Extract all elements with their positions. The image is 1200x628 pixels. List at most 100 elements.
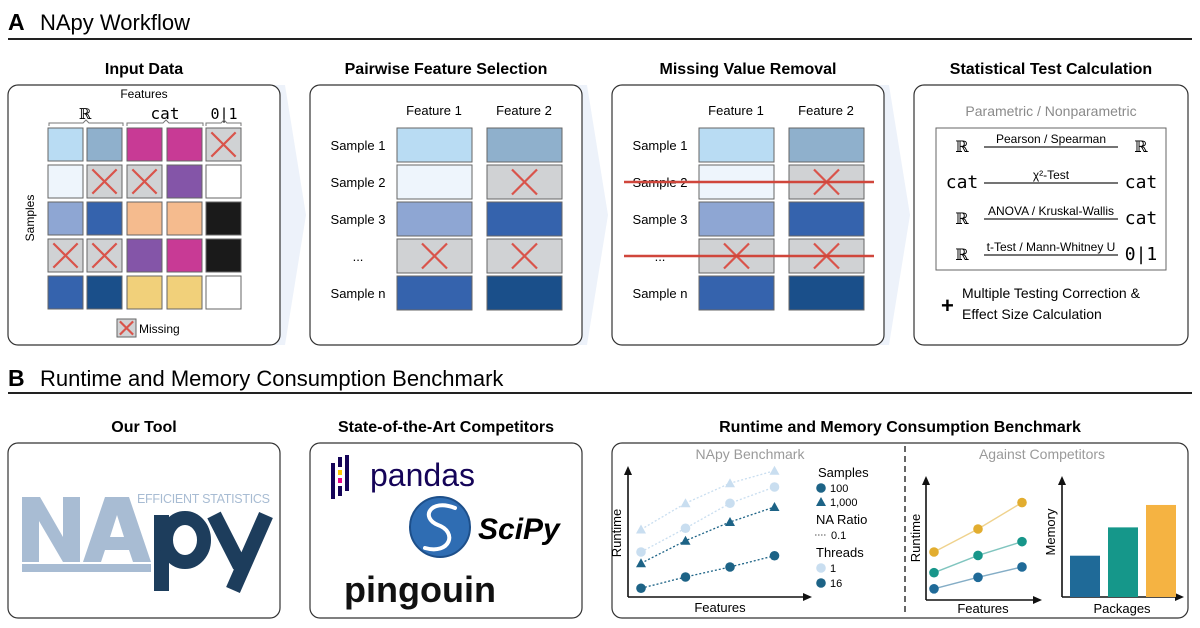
triangle-marker: [680, 535, 691, 545]
type-label-real: ℝ: [79, 105, 92, 123]
missing-x-icon: [119, 320, 134, 336]
data-cell: [396, 275, 473, 311]
section-a-rule: [8, 38, 1192, 40]
napy-benchmark-legend: Samples 100 1,000 NA Ratio 0.1 Threads 1 16: [815, 465, 869, 590]
series-line: [640, 506, 775, 564]
test-name: t-Test / Mann-Whitney U: [987, 240, 1116, 254]
x-axis-arrow-icon: [803, 593, 812, 601]
data-cell: [126, 201, 163, 236]
stat-test-title: Statistical Test Calculation: [950, 61, 1152, 78]
data-cell: [126, 238, 163, 273]
data-cell: [698, 127, 775, 163]
data-cell: [698, 201, 775, 237]
scipy-snake-icon: [423, 503, 457, 552]
data-cell: [166, 201, 203, 236]
x-axis-label: Features: [694, 600, 746, 615]
type-label-cat: cat: [151, 104, 180, 123]
circle-marker: [973, 572, 983, 583]
section-a-title: NApy Workflow: [40, 10, 190, 35]
data-cell: [47, 127, 84, 162]
pingouin-wordmark: pingouin: [344, 569, 496, 610]
bar: [1108, 527, 1138, 597]
circle-marker: [725, 562, 735, 572]
data-cell: [486, 275, 563, 311]
test-right-type: ℝ: [1134, 137, 1148, 156]
data-cell: [396, 127, 473, 163]
circle-marker: [1017, 536, 1027, 547]
missing-x-icon: [131, 168, 158, 195]
features-label: Features: [120, 87, 167, 101]
competitors-title: State-of-the-Art Competitors: [338, 419, 554, 436]
our-tool-title: Our Tool: [111, 419, 176, 436]
stat-test-panel: [913, 84, 1189, 346]
data-cell: [486, 127, 563, 163]
data-cell: [788, 275, 865, 311]
data-cell: [86, 127, 123, 162]
data-cell: [47, 275, 84, 310]
x-axis-label: Features: [957, 601, 1009, 616]
pandas-logo: pandas: [331, 455, 475, 499]
logo-tagline: EFFICIENT STATISTICS: [137, 492, 270, 506]
data-cell: [396, 164, 473, 200]
test-right-type: cat: [1125, 208, 1158, 229]
triangle-marker: [769, 465, 780, 475]
test-name: Pearson / Spearman: [996, 132, 1106, 146]
row-label: Sample 2: [331, 175, 386, 190]
feature-braces: [48, 119, 242, 126]
test-name: χ²-Test: [1033, 168, 1070, 182]
data-cell: [698, 275, 775, 311]
scipy-wordmark: SciPy: [478, 513, 561, 546]
y-axis-label: Runtime: [908, 514, 923, 562]
section-b-letter: B: [8, 365, 25, 391]
x-axis-label: Packages: [1093, 601, 1151, 616]
data-cell: [205, 201, 242, 236]
pairwise-grid: Feature 1 Feature 2 Sample 1 Sample 2 Sample…: [331, 103, 563, 311]
row-label: Sample 3: [331, 212, 386, 227]
missing-removal-title: Missing Value Removal: [660, 61, 837, 78]
scipy-logo: SciPy: [409, 496, 561, 558]
samples-label: Samples: [23, 195, 37, 242]
circle-marker: [929, 567, 939, 578]
test-right-type: 0|1: [1125, 244, 1158, 265]
circle-marker: [636, 547, 646, 557]
triangle-marker: [725, 517, 735, 526]
logo-py: [154, 511, 273, 594]
circle-marker: [680, 523, 691, 534]
pandas-icon: [331, 455, 349, 499]
x-axis-arrow-icon: [1033, 596, 1042, 604]
benchmark-panel: [611, 442, 1189, 619]
column-header: Feature 1: [708, 103, 764, 118]
y-axis-arrow-icon: [1058, 476, 1066, 485]
circle-marker: [769, 482, 780, 492]
test-name: ANOVA / Kruskal-Wallis: [988, 204, 1114, 218]
missing-x-icon: [91, 168, 118, 195]
data-cell: [205, 238, 242, 273]
data-cell: [205, 164, 242, 199]
triangle-marker: [636, 558, 646, 568]
benchmark-title: Runtime and Memory Consumption Benchmark: [719, 419, 1081, 436]
y-axis-label: Runtime: [609, 509, 624, 557]
section-a-letter: A: [8, 9, 25, 35]
series-line: [640, 470, 775, 531]
bar: [1146, 504, 1176, 597]
data-cell: [126, 127, 163, 162]
missing-x-icon: [511, 168, 538, 196]
pairwise-title: Pairwise Feature Selection: [345, 61, 548, 78]
circle-marker: [816, 578, 826, 588]
series-line: [640, 486, 775, 553]
legend-threads-16: 16: [830, 578, 842, 590]
triangle-marker: [725, 478, 735, 488]
test-right-type: cat: [1125, 172, 1158, 193]
row-label: Sample 1: [633, 138, 688, 153]
data-cell: [166, 127, 203, 162]
napy-benchmark-title: NApy Benchmark: [696, 446, 806, 462]
pandas-wordmark: pandas: [370, 457, 475, 493]
data-cell: [166, 275, 203, 310]
data-cell: [47, 164, 84, 199]
data-cell: [166, 238, 203, 273]
column-header: Feature 1: [406, 103, 462, 118]
circle-marker: [973, 524, 983, 534]
section-b-title: Runtime and Memory Consumption Benchmark: [40, 366, 504, 391]
column-header: Feature 2: [798, 103, 854, 118]
